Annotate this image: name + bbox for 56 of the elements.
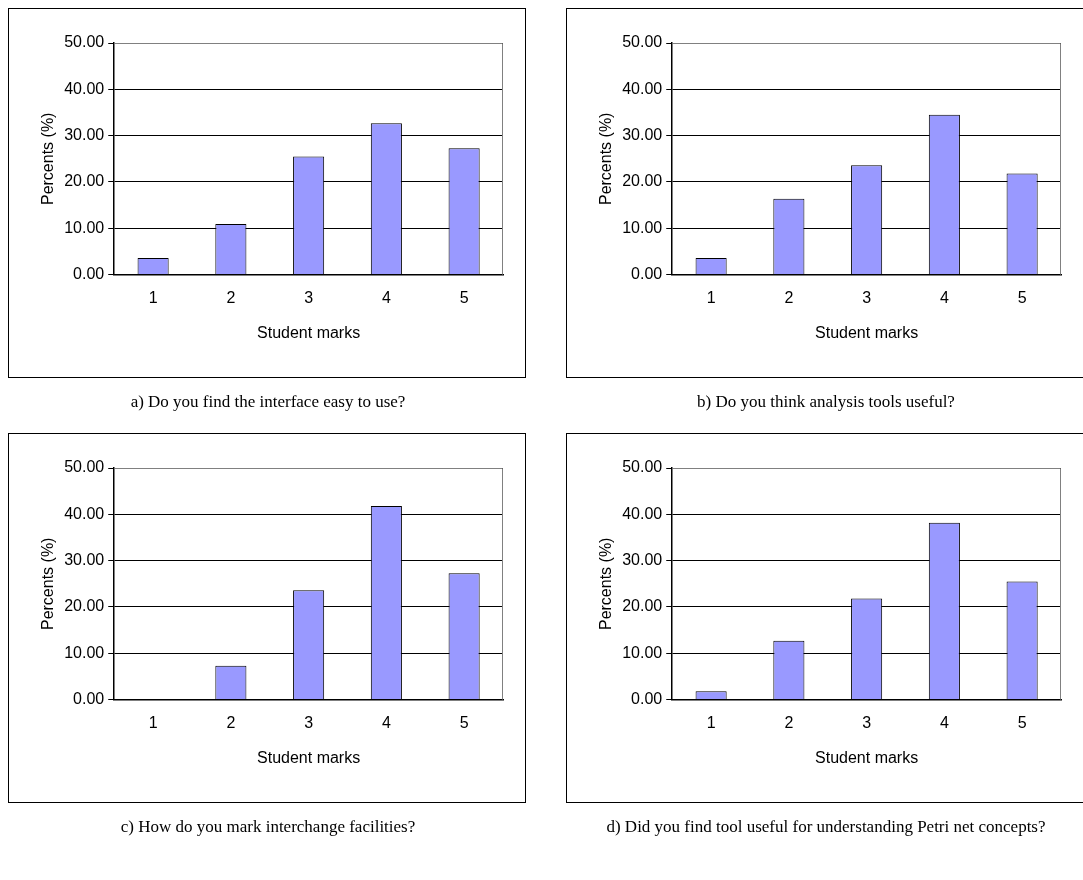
x-tick-label: 2 [784, 713, 794, 731]
y-tick-label: 30.00 [622, 126, 663, 144]
x-tick-label: 1 [706, 288, 716, 306]
x-tick-label: 5 [1017, 288, 1027, 306]
x-tick-label: 4 [381, 288, 391, 306]
x-tick-label: 5 [459, 713, 469, 731]
x-tick-label: 3 [862, 713, 872, 731]
y-tick-label: 10.00 [64, 218, 105, 236]
y-tick-label: 0.00 [73, 265, 105, 283]
y-tick-label: 50.00 [64, 458, 105, 476]
y-tick-label: 20.00 [622, 172, 663, 190]
x-tick-label: 4 [381, 713, 391, 731]
y-tick-label: 10.00 [622, 218, 663, 236]
x-tick-label: 3 [304, 288, 314, 306]
y-tick-label: 50.00 [64, 33, 105, 51]
y-axis-title: Percents (%) [39, 537, 57, 631]
text: a) Do you find the interface easy to use? [129, 392, 407, 412]
y-tick-label: 40.00 [622, 504, 663, 522]
x-tick-label: 3 [862, 288, 872, 306]
x-axis-title: Student marks [815, 323, 919, 341]
text: b) Do you think analysis tools useful? [696, 392, 956, 412]
x-tick-label: 1 [148, 288, 158, 306]
x-axis-title: Student marks [257, 748, 361, 766]
x-tick-label: 1 [148, 713, 158, 731]
y-axis-title: Percents (%) [597, 112, 615, 206]
x-tick-label: 1 [706, 713, 716, 731]
y-tick-label: 20.00 [64, 597, 105, 615]
text: d) Did you find tool useful for understanding Petri net concepts? [605, 817, 1047, 837]
x-tick-label: 5 [1017, 713, 1027, 731]
y-tick-label: 10.00 [64, 643, 105, 661]
y-tick-label: 0.00 [73, 690, 105, 708]
y-tick-label: 0.00 [631, 690, 663, 708]
y-tick-label: 20.00 [64, 172, 105, 190]
y-tick-label: 30.00 [64, 551, 105, 569]
x-tick-label: 4 [939, 713, 949, 731]
y-tick-label: 40.00 [64, 504, 105, 522]
y-tick-label: 50.00 [622, 33, 663, 51]
y-axis-title: Percents (%) [39, 112, 57, 206]
x-tick-label: 2 [226, 713, 236, 731]
y-tick-label: 20.00 [622, 597, 663, 615]
y-tick-label: 50.00 [622, 458, 663, 476]
x-tick-label: 4 [939, 288, 949, 306]
y-tick-label: 30.00 [64, 126, 105, 144]
x-axis-title: Student marks [815, 748, 919, 766]
x-tick-label: 3 [304, 713, 314, 731]
text: c) How do you mark interchange facilities? [119, 817, 417, 837]
y-tick-label: 0.00 [631, 265, 663, 283]
y-tick-label: 30.00 [622, 551, 663, 569]
y-tick-label: 40.00 [64, 79, 105, 97]
x-tick-label: 5 [459, 288, 469, 306]
x-tick-label: 2 [784, 288, 794, 306]
x-tick-label: 2 [226, 288, 236, 306]
y-tick-label: 40.00 [622, 79, 663, 97]
y-axis-title: Percents (%) [597, 537, 615, 631]
y-tick-label: 10.00 [622, 643, 663, 661]
x-axis-title: Student marks [257, 323, 361, 341]
